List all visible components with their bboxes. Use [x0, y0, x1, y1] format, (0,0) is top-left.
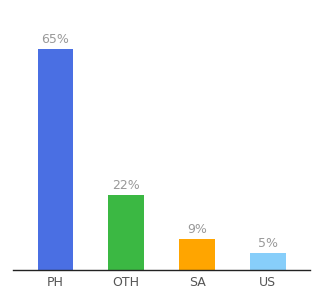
Bar [179, 239, 215, 270]
Text: 22%: 22% [112, 179, 140, 192]
Bar [38, 49, 73, 270]
Text: 5%: 5% [258, 237, 278, 250]
Bar [108, 195, 144, 270]
Bar [250, 253, 285, 270]
Text: 65%: 65% [41, 33, 69, 46]
Text: 9%: 9% [187, 223, 207, 236]
